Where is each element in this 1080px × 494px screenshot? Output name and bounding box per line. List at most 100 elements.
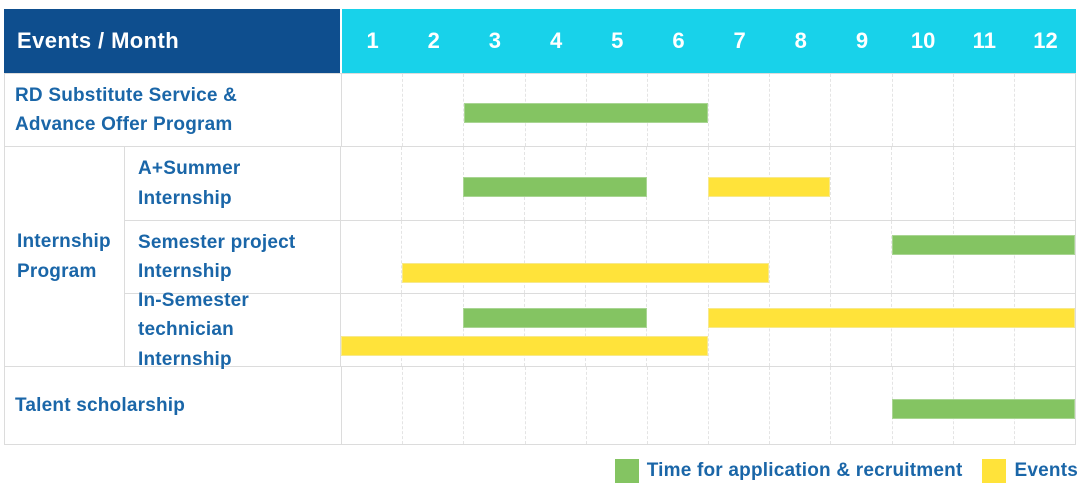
month-cell-11: [952, 294, 1014, 366]
legend-label-application: Time for application & recruitment: [646, 460, 963, 481]
row-label-text: Semester project Internship: [138, 231, 296, 282]
month-cell-6: [646, 147, 707, 220]
month-cell-11: [952, 221, 1014, 293]
month-header-2: 2: [427, 28, 440, 53]
month-header-9: 9: [855, 28, 869, 53]
group-label-text: Internship Program: [17, 231, 111, 282]
table-row: In-Semester technician Internship: [125, 290, 1075, 370]
month-cell-10: [891, 74, 953, 146]
application-bar: [464, 103, 709, 123]
month-cell-8: [769, 367, 830, 444]
row-label-a-plus-summer: A+Summer Internship: [125, 147, 341, 220]
month-cell-3: [462, 294, 524, 366]
month-cell-10: [891, 294, 952, 366]
events-month-header-cell: Events / Month: [4, 9, 340, 73]
month-cell-1: [342, 74, 402, 146]
events-bar: [708, 308, 1075, 328]
table-header-row: Events / Month 1 2 3 4 5 6 7 8 9 10 11 12: [4, 9, 1076, 73]
month-cell-3: [462, 221, 524, 293]
month-header-6: 6: [672, 28, 685, 53]
month-cell-1: [342, 367, 402, 444]
month-cell-3: [463, 367, 524, 444]
month-cell-2: [401, 147, 462, 220]
month-cell-4: [523, 294, 585, 366]
gantt-track-rd-substitute: [342, 74, 1075, 146]
month-cell-11: [952, 147, 1014, 220]
month-cell-2: [402, 74, 463, 146]
events-swatch-icon: [982, 459, 1007, 483]
row-label-rd-substitute: RD Substitute Service & Advance Offer Pr…: [5, 74, 342, 146]
events-bar: [341, 336, 708, 356]
month-cell-12: [1013, 74, 1075, 146]
month-cell-8: [768, 221, 830, 293]
month-cell-2: [402, 367, 463, 444]
month-cell-1: [341, 147, 401, 220]
legend-item-application: Time for application & recruitment: [614, 459, 963, 483]
month-cell-8: [769, 74, 830, 146]
table-row: A+Summer Internship: [125, 147, 1075, 220]
month-cell-9: [830, 367, 891, 444]
month-cell-10: [891, 147, 952, 220]
month-cell-11: [952, 74, 1014, 146]
table-body: RD Substitute Service & Advance Offer Pr…: [4, 73, 1076, 445]
month-cell-4: [524, 367, 586, 444]
month-header-4: 4: [549, 28, 563, 53]
application-bar: [463, 176, 647, 197]
schedule-table: Events / Month 1 2 3 4 5 6 7 8 9 10 11 12 RD Substi…: [4, 9, 1076, 445]
month-cell-5: [585, 221, 646, 293]
month-cell-4: [523, 221, 585, 293]
month-cell-6: [646, 221, 707, 293]
month-cell-12: [1013, 147, 1075, 220]
row-label-text: RD Substitute Service & Advance Offer Pr…: [15, 84, 238, 135]
gantt-track-talent-scholarship: [342, 367, 1075, 444]
gantt-track-in-semester-technician: [341, 294, 1075, 366]
legend: Time for application & recruitment Event…: [0, 459, 1078, 483]
application-bar: [891, 398, 1075, 419]
internship-program-group: Internship Program A+Summer Internship S…: [5, 146, 1075, 370]
table-row: RD Substitute Service & Advance Offer Pr…: [5, 73, 1075, 146]
month-cell-8: [768, 294, 830, 366]
month-header-7: 7: [733, 28, 746, 53]
month-cell-9: [830, 221, 891, 293]
month-cell-7: [708, 367, 769, 444]
month-cell-12: [1013, 294, 1075, 366]
month-cell-6: [646, 367, 708, 444]
month-cell-7: [708, 74, 769, 146]
month-cell-10: [891, 221, 952, 293]
month-header-12: 12: [1033, 28, 1058, 53]
row-label-text: A+Summer Internship: [138, 158, 241, 209]
row-label-in-semester-technician: In-Semester technician Internship: [125, 290, 341, 370]
row-label-semester-project: Semester project Internship: [125, 221, 341, 293]
month-header-3: 3: [488, 28, 502, 53]
gantt-track-semester-project: [341, 221, 1075, 293]
events-bar: [708, 176, 831, 197]
month-cell-5: [585, 294, 646, 366]
month-cell-9: [830, 74, 891, 146]
month-cell-3: [462, 147, 524, 220]
month-cell-2: [401, 221, 462, 293]
month-cell-7: [707, 294, 769, 366]
application-bar: [463, 308, 647, 328]
events-bar: [402, 263, 770, 283]
month-cell-7: [707, 221, 769, 293]
month-header-5: 5: [611, 28, 624, 53]
legend-item-events: Events: [982, 459, 1078, 483]
month-cell-9: [830, 147, 891, 220]
row-label-text: In-Semester technician Internship: [138, 289, 249, 370]
month-cell-6: [646, 294, 707, 366]
month-cell-5: [585, 367, 647, 444]
month-header-10: 10: [910, 28, 936, 53]
table-row: Semester project Internship: [125, 220, 1075, 293]
month-header-row: 1 2 3 4 5 6 7 8 9 10 11 12: [342, 9, 1076, 73]
month-cell-1: [341, 221, 401, 293]
table-row: Talent scholarship: [5, 366, 1075, 444]
month-cell-12: [1013, 221, 1075, 293]
month-cell-3: [463, 74, 524, 146]
month-cell-9: [830, 294, 891, 366]
gantt-track-a-plus-summer: [341, 147, 1075, 220]
application-bar: [891, 235, 1075, 255]
month-header-11: 11: [972, 28, 996, 53]
application-swatch-icon: [614, 459, 639, 483]
events-month-header-label: Events / Month: [17, 28, 180, 53]
